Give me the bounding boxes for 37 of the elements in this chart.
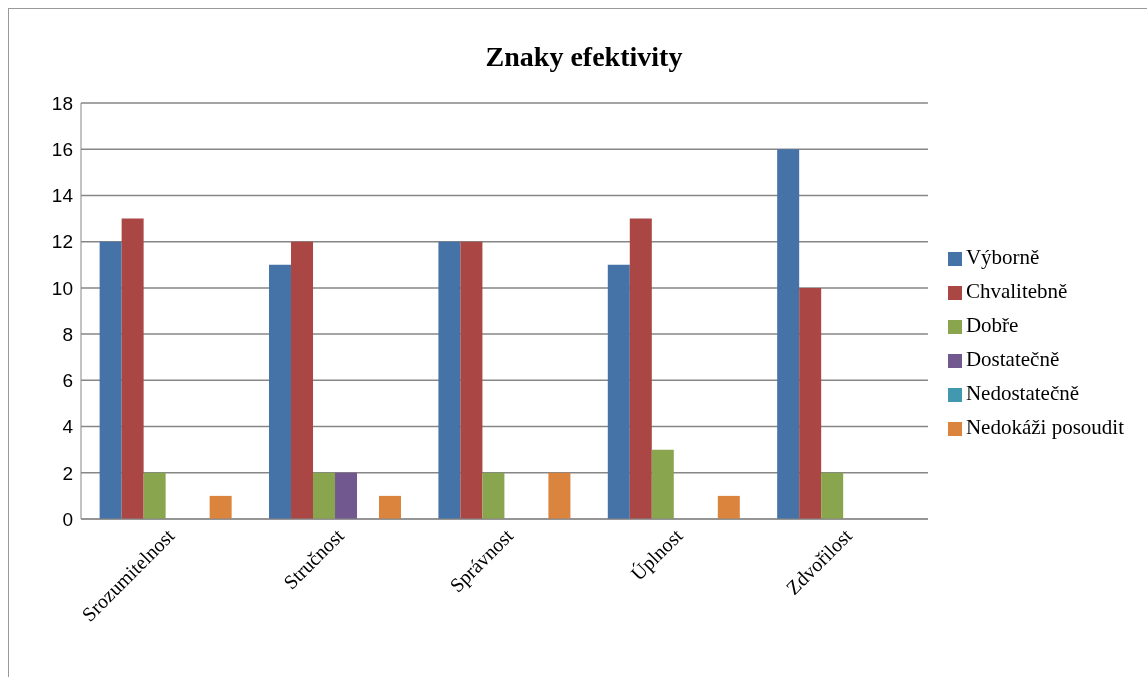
bar [777, 149, 800, 519]
bar [379, 495, 402, 519]
bar [651, 449, 674, 519]
bar [482, 472, 505, 519]
y-tick-label: 0 [62, 508, 73, 530]
legend-label: Chvalitebně [965, 278, 1068, 303]
bar [269, 264, 292, 519]
bar [143, 472, 166, 519]
bar [291, 241, 314, 519]
y-tick-label: 14 [51, 185, 74, 207]
bar [607, 264, 630, 519]
bar [335, 472, 358, 519]
bar [629, 218, 652, 519]
y-tick-label: 6 [62, 370, 73, 392]
y-tick-label: 4 [62, 416, 74, 438]
y-tick-label: 10 [51, 277, 73, 299]
legend-label: Dobře [965, 312, 1019, 337]
bar [548, 472, 571, 519]
bar [209, 495, 232, 519]
bar [313, 472, 336, 519]
bar [821, 472, 844, 519]
legend-label: Nedostatečně [965, 380, 1080, 405]
legend-label: Výborně [965, 244, 1040, 269]
bar [717, 495, 740, 519]
bar [460, 241, 483, 519]
bar [438, 241, 461, 519]
y-tick-label: 16 [51, 138, 73, 160]
y-tick-label: 2 [62, 462, 73, 484]
y-tick-label: 12 [51, 231, 73, 253]
y-tick-label: 18 [51, 92, 73, 114]
legend-label: Nedokáži posoudit [965, 414, 1124, 439]
bar [121, 218, 144, 519]
y-tick-label: 8 [62, 323, 73, 345]
bar [799, 287, 822, 519]
legend-label: Dostatečně [965, 346, 1060, 371]
chart-title: Znaky efektivity [484, 41, 684, 73]
bar [99, 241, 122, 519]
